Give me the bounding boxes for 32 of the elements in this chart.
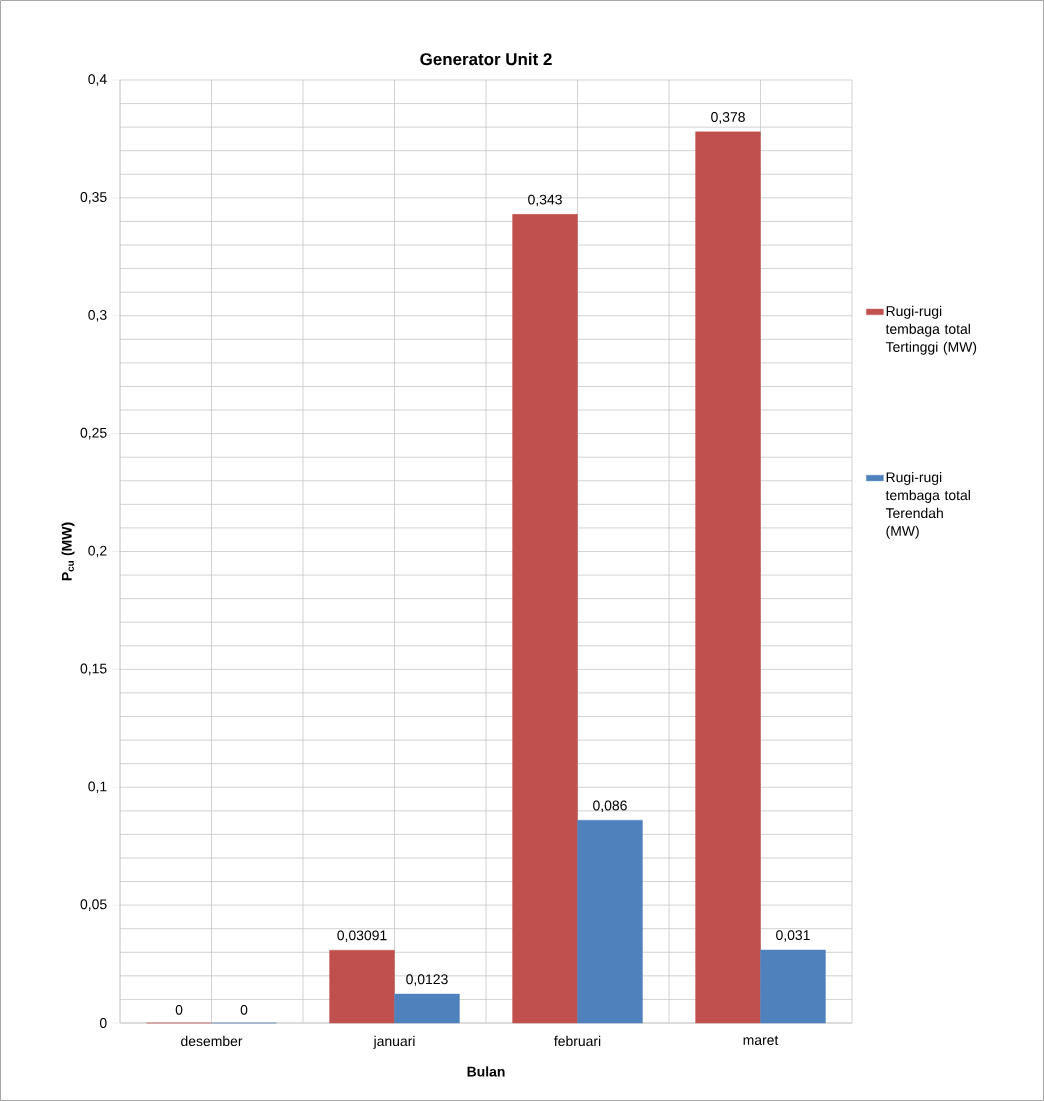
data-label: 0,378 [711,112,745,124]
chart-title: Generator Unit 2 [420,52,552,66]
bar [695,131,761,1024]
bar [577,820,643,1024]
bar [760,949,826,1024]
x-axis-title: Bulan [467,1066,505,1077]
bar [394,993,460,1024]
data-label: 0,086 [593,800,627,813]
x-tick-label: maret [743,1035,779,1046]
data-label: 0 [240,1004,248,1015]
x-tick-label: desember [181,1035,243,1047]
y-tick-label: 0 [99,1018,107,1028]
y-tick-label: 0,25 [80,427,107,440]
y-tick-label: 0,1 [88,781,107,794]
y-tick-label: 0,3 [88,309,107,322]
y-tick-label: 0,05 [80,899,107,911]
y-tick-label: 0,15 [80,663,107,676]
y-axis-title: P$_{cu}$ (MW) [61,522,75,581]
data-label: 0 [175,1004,183,1015]
data-label: 0,031 [776,930,810,942]
bar [512,214,578,1024]
y-tick-label: 0,2 [88,545,107,558]
legend-label: Rugi-rugi tembaga total Terendah (MW) [885,471,970,539]
data-label: 0,03091 [337,930,387,942]
y-tick-label: 0,4 [88,74,107,86]
y-tick-label: 0,35 [80,192,107,204]
bar [329,949,395,1024]
data-label: 0,343 [528,194,562,207]
data-label: 0,0123 [406,974,448,986]
x-tick-label: februari [554,1035,601,1047]
legend-label: Rugi-rugi tembaga total Tertinggi (MW) [885,305,977,355]
x-tick-label: januari [373,1035,415,1049]
